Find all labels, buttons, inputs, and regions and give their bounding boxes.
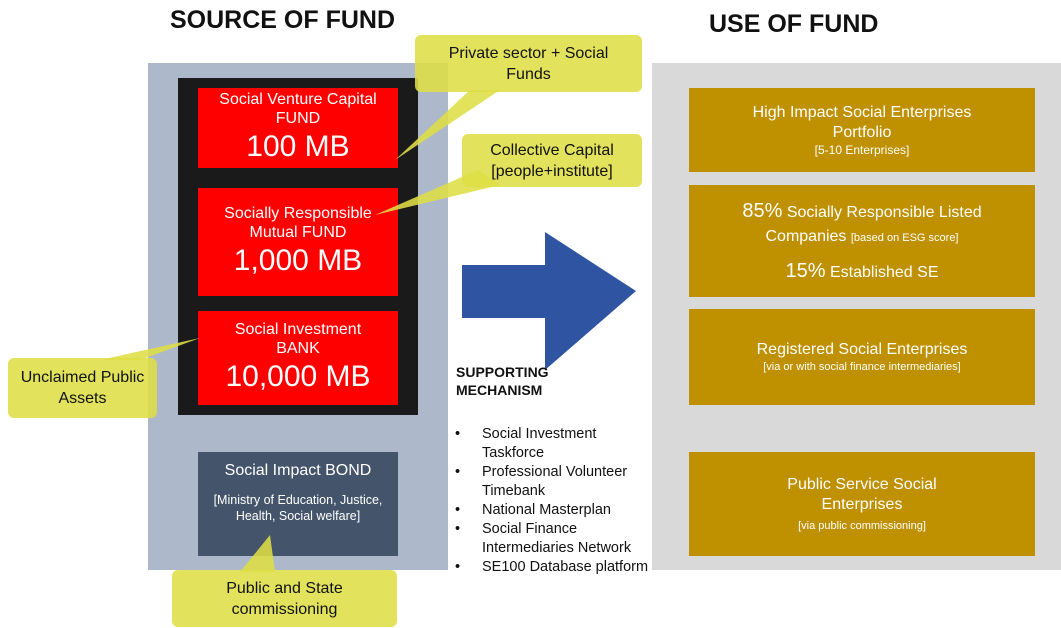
use-box: Public Service Social Enterprises [via p… xyxy=(689,452,1035,556)
callout: Private sector + Social Funds xyxy=(415,35,642,92)
bond-detail: [Ministry of Education, Justice, Health,… xyxy=(213,493,383,523)
source-box: Socially Responsible Mutual FUND 1,000 M… xyxy=(198,188,398,296)
source-box: Social Venture Capital FUND 100 MB xyxy=(198,88,398,168)
mechanism-item: Social Investment Taskforce xyxy=(455,425,662,463)
mechanism-item: National Masterplan xyxy=(455,501,662,520)
source-box: Social Investment BANK 10,000 MB xyxy=(198,311,398,405)
mechanism-item: Professional Volunteer Timebank xyxy=(455,463,662,501)
source-name: Socially Responsible Mutual FUND xyxy=(224,205,372,241)
mechanism-title: SUPPORTING MECHANISM xyxy=(456,364,549,398)
callout-pointer xyxy=(240,535,275,572)
use-note: [via public commissioning] xyxy=(798,519,926,532)
bond-box: Social Impact BOND [Ministry of Educatio… xyxy=(198,452,398,556)
callout: Unclaimed Public Assets xyxy=(8,358,157,418)
use-note: [based on ESG score] xyxy=(850,232,959,244)
source-amount: 100 MB xyxy=(246,130,350,163)
callout: Collective Capital [people+institute] xyxy=(462,134,642,187)
use-note: [5-10 Enterprises] xyxy=(814,142,910,157)
use-title: Registered Social Enterprises xyxy=(756,340,968,358)
use-box: High Impact Social Enterprises Portfolio… xyxy=(689,88,1035,172)
bond-title: Social Impact BOND xyxy=(224,462,372,479)
source-title: SOURCE OF FUND xyxy=(170,6,395,34)
callout-pointer xyxy=(395,90,500,160)
use-box: Registered Social Enterprises [via or wi… xyxy=(689,309,1035,405)
source-amount: 1,000 MB xyxy=(233,244,363,277)
use-note: [via or with social finance intermediari… xyxy=(763,360,961,373)
use-box: 85% Socially Responsible Listed Companie… xyxy=(689,185,1035,297)
use-share: 85% xyxy=(742,200,783,222)
arrow xyxy=(462,232,636,370)
use-title: High Impact Social Enterprises Portfolio xyxy=(752,103,972,141)
mechanism-list: Social Investment Taskforce Professional… xyxy=(455,425,662,577)
source-name: Social Venture Capital FUND xyxy=(219,91,377,127)
use-title: USE OF FUND xyxy=(709,10,879,38)
callout: Public and State commissioning xyxy=(172,570,397,627)
use-text: Socially Responsible Listed Companies xyxy=(765,204,982,245)
source-amount: 10,000 MB xyxy=(225,360,371,393)
use-title: Public Service Social Enterprises xyxy=(787,475,937,513)
callout-pointer xyxy=(100,338,200,360)
mechanism-item: SE100 Database platform xyxy=(455,558,662,577)
source-name: Social Investment BANK xyxy=(234,321,362,357)
use-share: 15% xyxy=(785,260,826,282)
use-text: Established SE xyxy=(829,264,939,281)
mechanism-item: Social Finance Intermediaries Network xyxy=(455,520,662,558)
